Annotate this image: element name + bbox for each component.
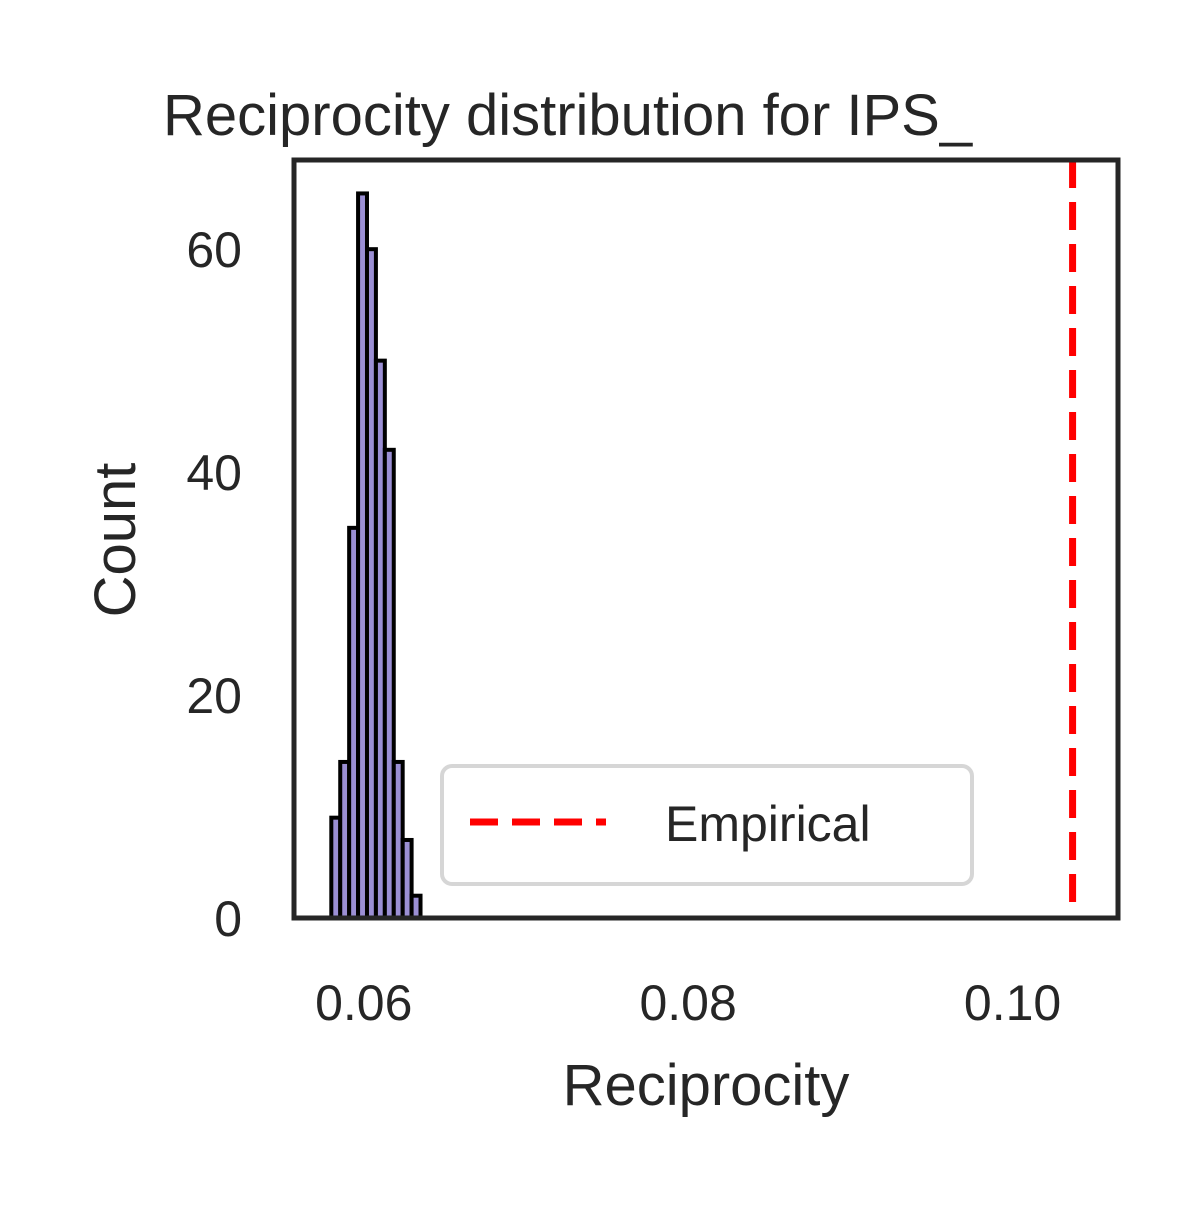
legend: Empirical (440, 764, 974, 886)
x-tick-label: 0.08 (639, 975, 736, 1031)
x-tick-label: 0.10 (964, 975, 1061, 1031)
y-tick-label: 20 (186, 668, 242, 724)
y-tick-label: 0 (214, 891, 242, 947)
y-tick-label: 40 (186, 445, 242, 501)
chart-title: Reciprocity distribution for IPS_ (163, 83, 973, 148)
x-axis-label: Reciprocity (563, 1053, 850, 1118)
y-tick-label: 60 (186, 222, 242, 278)
plot-frame (291, 157, 1121, 921)
histogram-bars (329, 191, 423, 921)
y-axis-ticks: 0 20 40 60 (186, 222, 242, 947)
y-axis-label: Count (83, 463, 148, 618)
legend-label: Empirical (665, 796, 871, 852)
x-tick-label: 0.06 (315, 975, 412, 1031)
histogram-bar (409, 893, 423, 920)
x-axis-ticks: 0.06 0.08 0.10 (315, 975, 1061, 1031)
legend-box (440, 764, 974, 886)
